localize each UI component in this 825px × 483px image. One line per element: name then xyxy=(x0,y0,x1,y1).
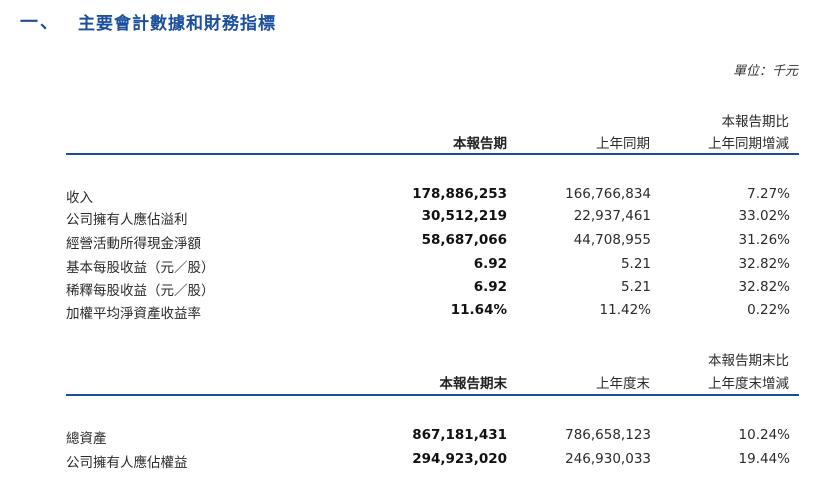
section-number: 一、 xyxy=(20,12,60,33)
table2-header-current: 本報告期末 xyxy=(439,376,508,392)
row-change: 0.22% xyxy=(747,302,790,318)
row-change: 32.82% xyxy=(738,279,790,295)
row-change: 31.26% xyxy=(738,232,790,248)
row-label: 總資產 xyxy=(66,431,107,447)
row-prior: 246,930,033 xyxy=(565,451,651,467)
row-current: 6.92 xyxy=(473,256,507,272)
table1-header-change-line2: 上年同期增減 xyxy=(708,136,789,152)
row-prior: 22,937,461 xyxy=(573,208,651,224)
table1-header-prior: 上年同期 xyxy=(596,136,650,152)
row-current: 58,687,066 xyxy=(421,232,507,248)
table2-header-prior: 上年度末 xyxy=(596,376,650,392)
row-change: 19.44% xyxy=(738,451,790,467)
row-change: 32.82% xyxy=(738,256,790,272)
table-row: 公司擁有人應佔權益 294,923,020 246,930,033 19.44% xyxy=(66,451,799,473)
table1-header-current: 本報告期 xyxy=(453,136,507,152)
row-prior: 44,708,955 xyxy=(573,232,651,248)
row-label: 基本每股收益（元／股） xyxy=(66,260,215,276)
row-change: 10.24% xyxy=(738,427,790,443)
row-current: 867,181,431 xyxy=(412,427,507,443)
table-row: 稀釋每股收益（元／股） 6.92 5.21 32.82% xyxy=(66,279,799,301)
row-current: 294,923,020 xyxy=(412,451,507,467)
row-prior: 166,766,834 xyxy=(565,186,651,202)
row-change: 33.02% xyxy=(738,208,790,224)
row-prior: 5.21 xyxy=(620,256,651,272)
row-label: 收入 xyxy=(66,190,93,206)
section-title: 主要會計數據和財務指標 xyxy=(78,13,276,34)
row-label: 加權平均淨資產收益率 xyxy=(66,306,201,322)
row-current: 178,886,253 xyxy=(412,186,507,202)
row-label: 公司擁有人應佔權益 xyxy=(66,455,188,471)
row-current: 30,512,219 xyxy=(421,208,507,224)
row-prior: 5.21 xyxy=(620,279,651,295)
section-heading: 一、 主要會計數據和財務指標 xyxy=(0,8,276,34)
table2-header-rule xyxy=(66,394,799,396)
row-change: 7.27% xyxy=(747,186,790,202)
table-row: 公司擁有人應佔溢利 30,512,219 22,937,461 33.02% xyxy=(66,208,799,230)
table2-header-change-line2: 上年度末增減 xyxy=(708,376,789,392)
unit-note: 單位：千元 xyxy=(732,64,798,79)
row-label: 公司擁有人應佔溢利 xyxy=(66,212,188,228)
table-row: 收入 178,886,253 166,766,834 7.27% xyxy=(66,186,799,208)
row-label: 稀釋每股收益（元／股） xyxy=(66,283,215,299)
table-row: 基本每股收益（元／股） 6.92 5.21 32.82% xyxy=(66,256,799,278)
row-current: 11.64% xyxy=(450,302,507,318)
table-row: 總資產 867,181,431 786,658,123 10.24% xyxy=(66,427,799,449)
table1-header-rule xyxy=(66,153,799,155)
table-row: 加權平均淨資產收益率 11.64% 11.42% 0.22% xyxy=(66,302,799,324)
row-prior: 786,658,123 xyxy=(565,427,651,443)
table1-header-change-line1: 本報告期比 xyxy=(721,114,790,130)
row-prior: 11.42% xyxy=(599,302,651,318)
row-current: 6.92 xyxy=(473,279,507,295)
table2-header-change-line1: 本報告期末比 xyxy=(708,353,789,369)
row-label: 經營活動所得現金淨額 xyxy=(66,236,201,252)
table-row: 經營活動所得現金淨額 58,687,066 44,708,955 31.26% xyxy=(66,232,799,254)
